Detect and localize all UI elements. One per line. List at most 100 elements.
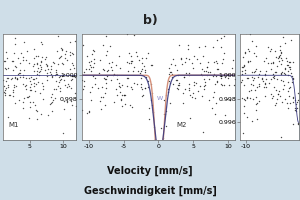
Point: [278, 72, 283, 75]
Point: [61, 62, 66, 65]
Point: [291, 96, 296, 99]
Point: [292, 106, 297, 110]
Point: [241, 65, 245, 69]
Point: [36, 54, 40, 58]
Point: [114, 63, 119, 66]
Point: [167, 67, 172, 70]
Point: [174, 79, 179, 82]
Point: [62, 99, 67, 102]
Point: [295, 147, 300, 150]
Point: [199, 73, 204, 76]
Point: [249, 75, 254, 79]
Point: [282, 72, 287, 75]
Point: [277, 94, 282, 97]
Point: [16, 56, 20, 59]
Point: [61, 132, 65, 135]
Point: [66, 82, 70, 86]
Point: [44, 64, 49, 67]
Point: [13, 42, 18, 45]
Point: [146, 85, 151, 89]
Point: [98, 95, 103, 98]
Point: [49, 68, 54, 71]
Text: W: W: [156, 96, 163, 101]
Point: [56, 56, 61, 59]
Point: [204, 69, 209, 72]
Point: [151, 110, 156, 113]
Point: [103, 103, 107, 106]
Point: [278, 54, 283, 57]
Point: [284, 57, 289, 60]
Point: [291, 100, 296, 103]
Point: [104, 34, 109, 37]
Point: [278, 78, 283, 81]
Point: [250, 71, 255, 74]
Point: [291, 77, 296, 80]
Point: [50, 110, 55, 113]
Point: [266, 82, 271, 85]
Point: [121, 93, 126, 97]
Point: [171, 82, 176, 85]
Point: [50, 92, 55, 96]
Point: [129, 59, 134, 63]
Point: [6, 83, 10, 86]
Point: [188, 116, 193, 120]
Point: [53, 96, 58, 99]
Point: [21, 58, 26, 62]
Point: [80, 79, 85, 82]
Point: [222, 84, 227, 87]
Point: [48, 72, 53, 75]
Point: [174, 78, 179, 81]
Point: [288, 61, 292, 64]
Point: [100, 43, 105, 46]
Point: [150, 91, 155, 94]
Point: [92, 83, 97, 86]
Point: [26, 77, 31, 80]
Point: [262, 94, 267, 97]
Point: [186, 72, 191, 75]
Point: [84, 112, 89, 115]
Point: [242, 65, 246, 68]
Point: [31, 100, 36, 103]
Point: [84, 67, 89, 70]
Point: [32, 82, 36, 85]
Point: [23, 83, 28, 87]
Point: [251, 76, 256, 80]
Point: [39, 59, 44, 62]
Point: [14, 85, 19, 88]
Point: [80, 109, 84, 112]
Point: [242, 52, 247, 55]
Point: [165, 90, 170, 93]
Point: [31, 78, 36, 81]
Point: [207, 77, 212, 80]
Point: [255, 102, 260, 105]
Point: [203, 44, 208, 48]
Point: [192, 55, 197, 58]
Point: [270, 60, 275, 63]
Point: [270, 29, 275, 32]
Point: [294, 101, 299, 104]
Point: [215, 80, 220, 83]
Point: [200, 73, 204, 76]
Point: [261, 86, 266, 89]
Point: [250, 39, 255, 42]
Point: [262, 59, 267, 62]
Point: [24, 59, 28, 62]
Point: [16, 72, 20, 75]
Point: [24, 49, 29, 53]
Point: [5, 57, 10, 60]
Point: [65, 58, 70, 61]
Point: [55, 73, 60, 76]
Point: [212, 73, 217, 76]
Point: [152, 126, 156, 129]
Point: [24, 88, 28, 91]
Point: [96, 72, 101, 75]
Point: [253, 69, 258, 72]
Point: [57, 80, 62, 84]
Point: [2, 60, 7, 63]
Point: [280, 87, 285, 91]
Point: [146, 117, 151, 120]
Point: [17, 68, 22, 72]
Point: [263, 56, 268, 59]
Point: [282, 83, 287, 87]
Point: [201, 70, 206, 73]
